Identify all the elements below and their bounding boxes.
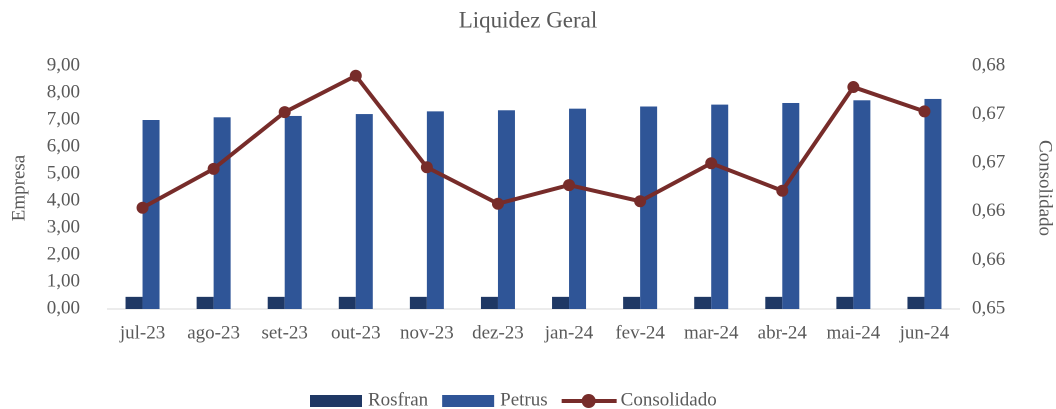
y2-tick-label: 0,67 [972, 152, 1005, 173]
y2-tick-label: 0,65 [972, 297, 1005, 318]
bar [853, 100, 871, 309]
y2-tick-label: 0,66 [972, 249, 1005, 270]
chart-title: Liquidez Geral [459, 7, 598, 32]
x-tick-label: ago-23 [187, 322, 240, 343]
bar [694, 296, 712, 309]
bar [924, 98, 942, 309]
legend-swatch [310, 395, 362, 407]
bar [711, 104, 729, 309]
bar [426, 111, 444, 309]
line-marker [918, 105, 931, 118]
x-tick-label: dez-23 [472, 322, 524, 343]
legend-swatch [581, 394, 596, 408]
y-tick-label: 5,00 [47, 162, 80, 183]
x-tick-label: out-23 [331, 322, 381, 343]
bar [284, 115, 302, 309]
x-tick-label: jul-23 [119, 322, 165, 343]
line-marker [349, 69, 362, 82]
y-tick-label: 6,00 [47, 135, 80, 156]
y2-tick-label: 0,66 [972, 200, 1005, 221]
x-tick-label: jan-24 [544, 322, 594, 343]
bar [765, 296, 783, 309]
legend-label: Rosfran [368, 389, 429, 409]
line-marker [847, 81, 860, 94]
x-tick-label: abr-24 [758, 322, 808, 343]
bar [623, 296, 641, 309]
y2-tick-label: 0,68 [972, 54, 1005, 75]
line [141, 73, 926, 210]
y-axis-label: Empresa [8, 154, 29, 221]
line-marker [634, 195, 647, 208]
y2-axis-label: Consolidado [1035, 140, 1056, 236]
y-tick-label: 7,00 [47, 108, 80, 129]
bar [782, 102, 800, 310]
x-tick-label: jun-24 [899, 322, 950, 343]
line-marker [278, 106, 291, 119]
y-tick-label: 8,00 [47, 81, 80, 102]
line-marker [136, 201, 149, 214]
line-marker [207, 162, 220, 175]
x-tick-label: nov-23 [400, 322, 454, 343]
x-tick-label: fev-24 [615, 322, 665, 343]
y2-tick-label: 0,67 [972, 103, 1005, 124]
y-tick-label: 0,00 [47, 297, 80, 318]
y-tick-label: 1,00 [47, 270, 80, 291]
bar [213, 117, 231, 309]
x-tick-label: mai-24 [826, 322, 880, 343]
legend-label: Petrus [500, 389, 548, 409]
bar [125, 296, 143, 309]
bar [196, 296, 214, 309]
line-marker [491, 197, 504, 210]
y-tick-label: 3,00 [47, 216, 80, 237]
line-marker [776, 184, 789, 197]
bar [338, 296, 356, 309]
x-tick-label: set-23 [261, 322, 307, 343]
bar [907, 296, 925, 309]
y-tick-label: 4,00 [47, 189, 80, 210]
line-marker [563, 179, 576, 192]
y-tick-label: 9,00 [47, 54, 80, 75]
bar [552, 296, 570, 309]
line-marker [705, 157, 718, 170]
legend-swatch [442, 395, 495, 407]
bar [640, 106, 658, 309]
bar [480, 296, 498, 309]
bar [409, 296, 427, 309]
bar [267, 296, 285, 309]
legend-label: Consolidado [621, 389, 717, 409]
bar [497, 110, 515, 309]
bar [355, 114, 373, 309]
bar [569, 108, 587, 309]
x-tick-label: mar-24 [684, 322, 739, 343]
bar [836, 296, 854, 309]
y-tick-label: 2,00 [47, 243, 80, 264]
bar [142, 120, 160, 309]
line-marker [420, 161, 433, 174]
